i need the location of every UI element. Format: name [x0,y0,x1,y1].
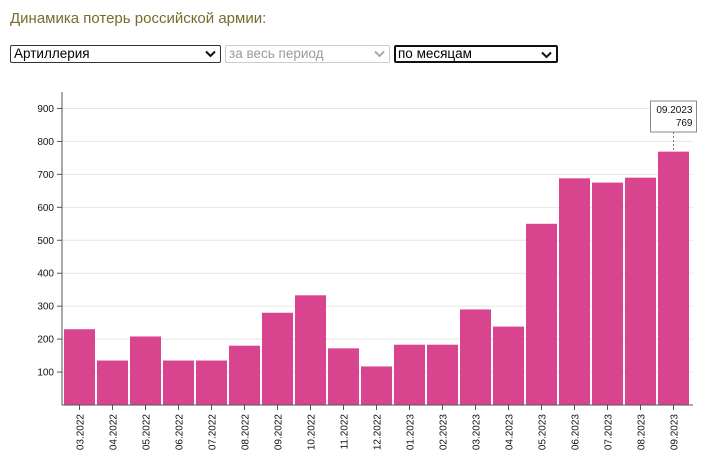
period-select[interactable]: за весь период [225,45,390,63]
y-tick-label: 300 [37,302,54,313]
chevron-down-icon [205,50,216,58]
x-tick-label: 12.2022 [373,414,384,451]
bar-03.2022 [64,329,95,405]
bar-08.2023 [625,177,656,405]
category-select[interactable]: Артиллерия [10,45,221,63]
page-title: Динамика потерь российской армии: [10,10,267,27]
y-tick-label: 700 [37,170,54,181]
x-tick-label: 08.2023 [637,414,648,451]
bar-06.2022 [163,360,194,405]
x-tick-label: 10.2022 [307,414,318,451]
y-tick-label: 800 [37,137,54,148]
bars [64,151,689,405]
bar-05.2023 [526,223,557,405]
x-tick-label: 05.2023 [538,414,549,451]
bar-02.2023 [427,344,458,405]
tooltip-box [650,100,697,133]
x-tick-label: 09.2023 [670,414,681,451]
x-tick-label: 01.2023 [406,414,417,451]
y-tick-label: 500 [37,236,54,247]
x-tick-label: 05.2022 [142,414,153,451]
x-tick-label: 07.2023 [604,414,615,451]
bar-01.2023 [394,344,425,405]
category-select-value: Артиллерия [14,46,90,61]
grouping-select-value: по месяцам [398,46,472,61]
x-tick-label: 06.2022 [175,414,186,451]
x-tick-label: 07.2022 [208,414,219,451]
bar-09.2022 [262,312,293,405]
x-tick-label: 03.2022 [76,414,87,451]
bar-04.2022 [97,360,128,405]
x-tick-label: 08.2022 [241,414,252,451]
bar-08.2022 [229,345,260,405]
y-tick-label: 200 [37,335,54,346]
x-tick-label: 04.2023 [505,414,516,451]
x-tick-label: 06.2023 [571,414,582,451]
tooltip-value: 769 [676,118,693,129]
x-tick-label: 04.2022 [109,414,120,451]
bar-06.2023 [559,178,590,405]
axes: 100 200 300 400 500 600 700 800 900 03.2022 04.202… [37,92,693,450]
bar-05.2022 [130,336,161,405]
y-tick-label: 100 [37,368,54,379]
bar-12.2022 [361,366,392,405]
x-tick-label: 09.2022 [274,414,285,451]
bar-07.2022 [196,360,227,405]
y-tick-label: 600 [37,203,54,214]
y-tick-label: 900 [37,104,54,115]
x-tick-label: 11.2022 [340,414,351,450]
bar-10.2022 [295,295,326,405]
bar-03.2023 [460,309,491,405]
y-tick-label: 400 [37,269,54,280]
x-tick-label: 02.2023 [439,414,450,451]
bar-07.2023 [592,182,623,405]
bar-11.2022 [328,348,359,405]
grouping-select[interactable]: по месяцам [394,45,558,63]
chevron-down-icon [541,51,552,59]
tooltip: 09.2023 769 [650,100,697,152]
chevron-down-icon [374,50,385,58]
period-select-value: за весь период [229,46,324,61]
tooltip-label: 09.2023 [656,105,693,116]
bar-09.2023 [658,151,689,405]
bar-04.2023 [493,326,524,405]
x-tick-label: 03.2023 [472,414,483,451]
